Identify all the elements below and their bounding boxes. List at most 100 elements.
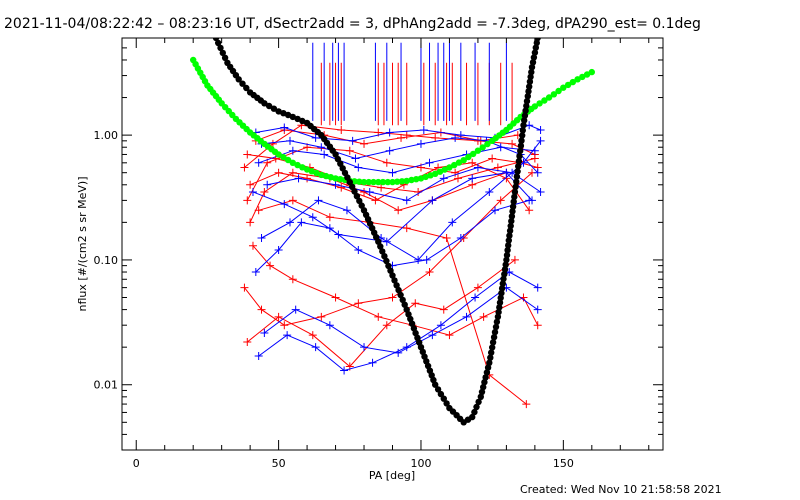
black-model-dot (395, 286, 402, 294)
chart-title: 2021-11-04/08:22:42 – 08:23:16 UT, dSect… (4, 16, 701, 32)
black-model-dot (215, 39, 222, 47)
green-model-dot (479, 144, 486, 151)
black-model-dot (505, 237, 512, 244)
black-model-dot (524, 93, 531, 100)
red-flux-point (248, 241, 257, 250)
red-flux-point (394, 206, 403, 215)
green-model-dot (545, 94, 553, 101)
blue-flux-point (365, 188, 374, 197)
black-model-dot (275, 108, 282, 115)
red-flux-line (258, 199, 527, 405)
red-flux-line (249, 162, 530, 211)
black-model-dot (496, 304, 503, 311)
black-model-dot (528, 68, 535, 76)
blue-flux-point (385, 146, 394, 155)
green-model-dot (308, 168, 315, 175)
blue-flux-point (462, 312, 471, 321)
black-model-dot (375, 238, 382, 245)
black-model-dot (528, 63, 536, 71)
green-model-dot (470, 150, 477, 158)
black-model-dot (387, 267, 394, 274)
black-model-dot (261, 100, 268, 107)
x-tick-label: 100 (410, 457, 431, 470)
green-model-dot (550, 91, 558, 98)
blue-flux-point (251, 268, 260, 277)
black-model-dot (494, 313, 502, 320)
red-flux-point (402, 224, 411, 233)
green-model-dot (365, 178, 372, 186)
black-model-dot (508, 213, 516, 220)
blue-flux-point (348, 136, 357, 145)
blue-flux-point (416, 139, 425, 148)
red-flux-point (360, 139, 369, 148)
red-flux-line (252, 245, 539, 336)
red-flux-point (354, 299, 363, 308)
green-model-dot (384, 178, 391, 186)
blue-flux-point (485, 188, 494, 197)
red-flux-point (243, 150, 252, 159)
red-flux-point (240, 283, 249, 292)
black-model-dot (530, 54, 538, 61)
red-series-0 (240, 121, 542, 409)
blue-flux-point (280, 200, 289, 209)
green-model-dot (379, 178, 387, 186)
black-model-dot (509, 208, 516, 215)
green-model-dot (460, 157, 467, 164)
green-model-dot (275, 151, 282, 158)
green-model-dot (451, 161, 458, 169)
red-flux-point (388, 293, 397, 302)
green-model-dot (394, 178, 401, 185)
red-flux-point (246, 218, 255, 227)
blue-flux-point (473, 163, 482, 172)
black-model-dot (219, 49, 226, 57)
black-model-dot (520, 122, 527, 129)
green-model-dot (318, 171, 325, 179)
red-flux-point (243, 338, 252, 347)
blue-flux-line (255, 199, 530, 273)
green-model-dot (564, 81, 572, 89)
red-series-2 (320, 62, 513, 126)
blue-flux-point (325, 321, 334, 330)
blue-flux-point (320, 150, 329, 159)
black-model-dot (221, 54, 229, 61)
black-model-dot (489, 344, 496, 351)
red-flux-point (425, 268, 434, 277)
blue-flux-point (491, 206, 500, 215)
blue-flux-point (294, 174, 303, 183)
blue-flux-point (448, 218, 457, 227)
black-model-dot (496, 299, 504, 306)
red-flux-point (479, 312, 488, 321)
blue-flux-point (317, 143, 326, 152)
green-model-dot (531, 103, 539, 110)
black-model-dot (487, 354, 494, 361)
black-model-dot (506, 232, 513, 239)
red-flux-point (431, 133, 440, 142)
black-model-dot (525, 88, 532, 95)
red-flux-point (397, 133, 406, 142)
black-model-dot (478, 388, 486, 396)
red-flux-line (244, 172, 533, 326)
black-model-dot (346, 178, 353, 186)
black-model-dot (481, 379, 488, 386)
blue-flux-point (439, 174, 448, 183)
green-model-dot (541, 97, 548, 104)
blue-flux-point (388, 168, 397, 177)
red-flux-point (325, 213, 334, 222)
green-model-dot (360, 178, 368, 186)
y-tick-label: 1.00 (94, 129, 119, 142)
blue-flux-point (274, 246, 283, 255)
black-model-dot (399, 296, 406, 304)
y-axis-label: nflux [#/(cm2 s sr MeV)] (76, 177, 89, 312)
green-model-dot (408, 176, 415, 184)
red-flux-point (280, 321, 289, 330)
black-model-dot (503, 256, 510, 264)
black-model-dot (299, 117, 306, 125)
blue-flux-point (308, 213, 317, 222)
blue-flux-point (402, 343, 411, 352)
green-model-dot (574, 76, 581, 83)
blue-flux-point (260, 328, 269, 337)
black-model-dot (518, 137, 525, 144)
blue-flux-point (263, 180, 272, 189)
black-model-dot (529, 59, 537, 66)
